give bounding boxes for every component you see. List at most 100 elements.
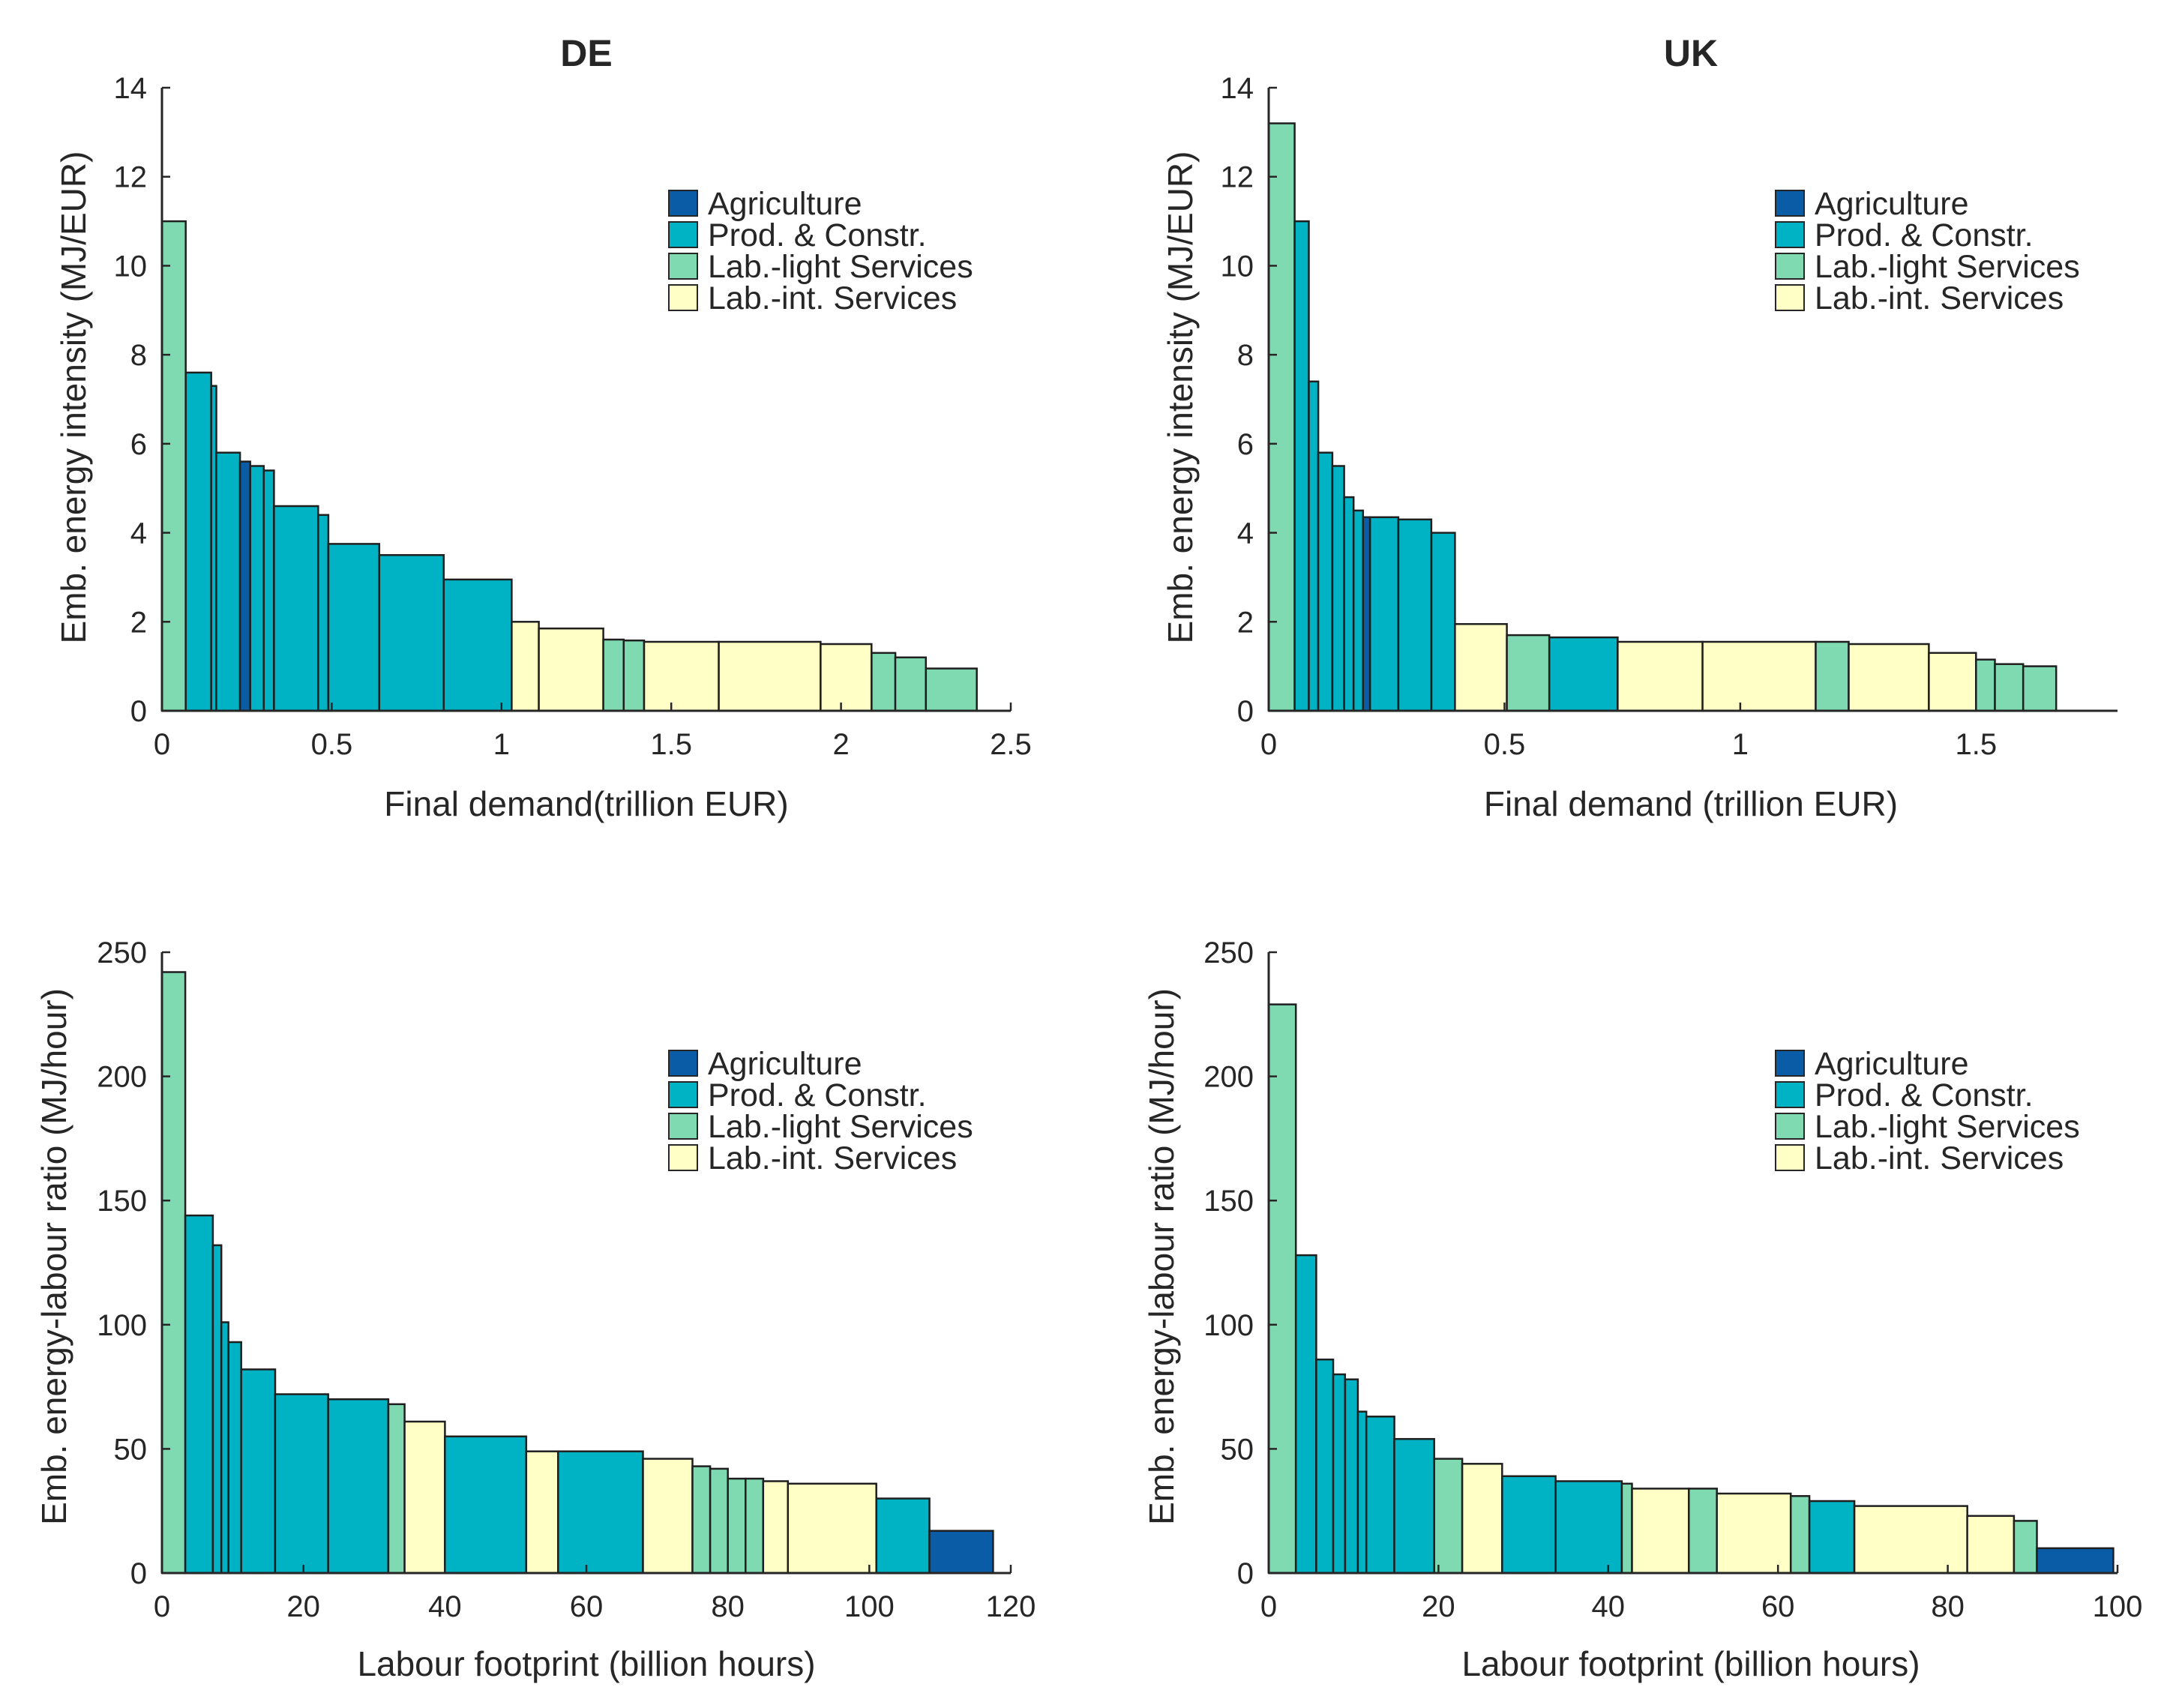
bar-lab-light-services: [745, 1477, 765, 1575]
x-tick-label: 20: [1422, 1590, 1455, 1623]
x-tick-label: 80: [711, 1590, 745, 1623]
bar-prod-constr: [1397, 518, 1433, 712]
bar-prod-constr: [249, 465, 265, 712]
bar-lab-light-services: [2022, 665, 2058, 712]
bar-lab-int-services: [1716, 1492, 1792, 1575]
legend-swatch-lab-int-services: [1775, 284, 1805, 311]
y-tick-label: 50: [114, 1433, 148, 1466]
chart-uk-energy-labour-ratio: 0 20 40 60 80 100 0 50 100 150 200 250 Labour footp…: [1142, 936, 2142, 1683]
bar-lab-light-services: [894, 656, 928, 712]
legend-label-lab-light-services: Lab.-light Services: [708, 1109, 973, 1145]
bar-prod-constr: [1294, 1254, 1317, 1575]
bar-prod-constr: [378, 554, 445, 712]
legend: Agriculture Prod. & Constr. Lab.-light S…: [668, 186, 973, 316]
y-tick-label: 2: [130, 606, 147, 639]
y-axis-label: Emb. energy-labour ratio (MJ/hour): [1142, 988, 1181, 1525]
chart-uk-energy-intensity: UK 0 0.5 1 1.5 0 2 4 6 8 10 12 14 Final demand (tri…: [1161, 32, 2118, 823]
bar-prod-constr: [444, 1435, 528, 1575]
x-axis-label: Labour footprint (billion hours): [1461, 1644, 1920, 1683]
bar-prod-constr: [184, 371, 212, 712]
legend-swatch-lab-light-services: [668, 253, 698, 280]
bar-lab-light-services: [2013, 1520, 2038, 1575]
legend-label-lab-light-services: Lab.-light Services: [1815, 1109, 2080, 1145]
x-tick-label: 20: [286, 1590, 320, 1623]
x-axis-label: Labour footprint (billion hours): [357, 1644, 815, 1683]
bar-lab-int-services: [403, 1420, 446, 1575]
legend-label-prod-constr: Prod. & Constr.: [1815, 1077, 2034, 1113]
bar-group: [160, 971, 994, 1575]
x-tick-label: 1: [1732, 728, 1749, 761]
bar-lab-int-services: [1454, 623, 1508, 712]
bar-prod-constr: [1393, 1437, 1435, 1575]
y-tick-label: 250: [1203, 936, 1254, 969]
bar-lab-light-services: [1815, 640, 1850, 712]
bar-prod-constr: [1332, 1373, 1347, 1575]
bar-prod-constr: [1365, 1416, 1395, 1575]
y-tick-label: 10: [1221, 250, 1254, 283]
bar-agriculture: [1362, 516, 1371, 712]
y-tick-label: 100: [97, 1309, 147, 1342]
legend: Agriculture Prod. & Constr. Lab.-light S…: [668, 1046, 973, 1176]
legend-label-lab-int-services: Lab.-int. Services: [708, 1140, 957, 1176]
bar-lab-int-services: [525, 1450, 559, 1575]
bar-prod-constr: [1368, 516, 1400, 712]
bar-agriculture: [928, 1530, 994, 1575]
x-tick-label: 0: [1260, 1590, 1277, 1623]
bar-lab-light-services: [1433, 1458, 1464, 1575]
y-tick-label: 14: [1221, 72, 1254, 105]
bar-lab-light-services: [1267, 1003, 1297, 1575]
y-tick-label: 0: [1237, 1557, 1254, 1590]
bar-lab-int-services: [762, 1480, 790, 1575]
legend-label-agriculture: Agriculture: [708, 1046, 862, 1082]
legend-swatch-prod-constr: [1775, 221, 1805, 248]
legend-swatch-agriculture: [668, 1050, 698, 1077]
bar-prod-constr: [1308, 380, 1320, 712]
x-tick-label: 0: [154, 1590, 170, 1623]
bar-lab-int-services: [1966, 1515, 2016, 1575]
legend-swatch-prod-constr: [668, 221, 698, 248]
bar-lab-int-services: [511, 621, 540, 712]
bar-lab-int-services: [538, 627, 604, 712]
bar-lab-light-services: [871, 652, 897, 712]
y-tick-label: 0: [130, 695, 147, 728]
legend-swatch-agriculture: [1775, 190, 1805, 217]
y-tick-label: 4: [1237, 517, 1254, 550]
bar-prod-constr: [327, 543, 381, 712]
bar-prod-constr: [875, 1497, 931, 1575]
bar-lab-light-services: [925, 667, 978, 712]
bar-prod-constr: [317, 514, 330, 712]
bar-prod-constr: [1315, 1358, 1335, 1575]
bar-prod-constr: [274, 1393, 329, 1575]
bar-lab-light-services: [622, 639, 646, 712]
legend-label-prod-constr: Prod. & Constr.: [1815, 217, 2034, 253]
bar-prod-constr: [1331, 465, 1345, 712]
legend-swatch-lab-light-services: [1775, 253, 1805, 280]
legend-swatch-prod-constr: [668, 1081, 698, 1108]
bar-lab-int-services: [787, 1482, 877, 1575]
bar-prod-constr: [1430, 532, 1456, 712]
bar-lab-light-services: [1620, 1482, 1633, 1575]
x-tick-label: 0: [1260, 728, 1277, 761]
x-tick-label: 40: [1592, 1590, 1626, 1623]
y-tick-label: 150: [97, 1185, 147, 1218]
bar-lab-light-services: [709, 1467, 729, 1575]
x-tick-label: 80: [1931, 1590, 1965, 1623]
legend-swatch-lab-light-services: [1775, 1113, 1805, 1140]
y-tick-label: 10: [114, 250, 148, 283]
legend-swatch-agriculture: [1775, 1050, 1805, 1077]
bar-prod-constr: [557, 1450, 644, 1575]
bar-lab-light-services: [602, 638, 625, 712]
y-tick-label: 6: [1237, 428, 1254, 461]
bar-lab-light-services: [1506, 634, 1551, 712]
bar-prod-constr: [273, 505, 319, 712]
legend-swatch-lab-int-services: [668, 1144, 698, 1171]
bar-lab-light-services: [1688, 1488, 1718, 1575]
x-tick-label: 1.5: [650, 728, 692, 761]
bar-lab-light-services: [1789, 1495, 1811, 1575]
x-tick-label: 60: [570, 1590, 604, 1623]
y-tick-label: 0: [1237, 695, 1254, 728]
bar-prod-constr: [215, 451, 241, 712]
bar-lab-light-services: [1975, 658, 1996, 712]
x-tick-label: 1: [493, 728, 510, 761]
